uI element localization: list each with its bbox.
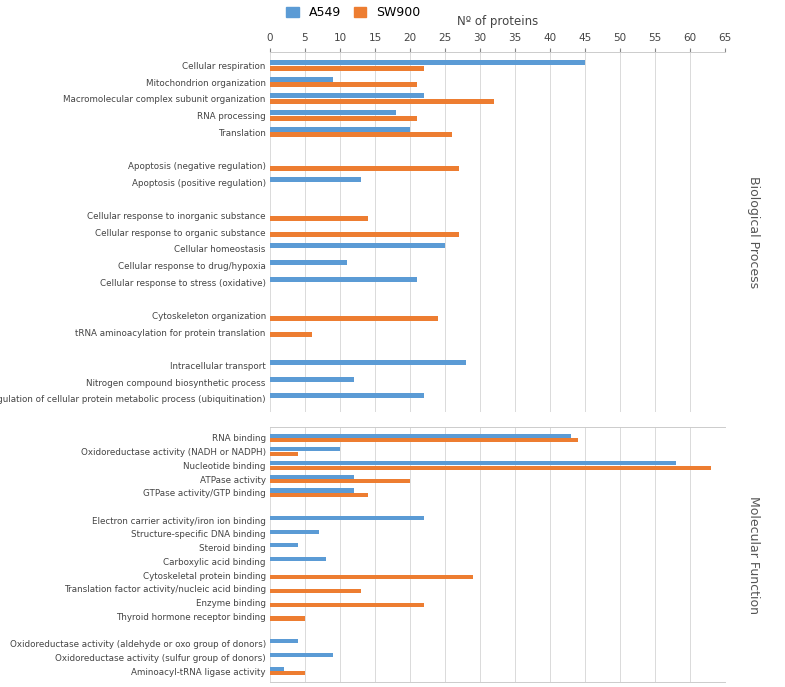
Bar (270, 93, 424, 98)
Text: Biological Process: Biological Process (747, 176, 760, 288)
Bar (270, 480, 410, 484)
Bar (270, 60, 585, 65)
Bar (270, 543, 298, 548)
Bar (270, 639, 298, 643)
Bar (270, 360, 466, 365)
Bar (270, 126, 410, 132)
Bar (270, 376, 354, 382)
Bar (270, 82, 417, 87)
Bar (270, 243, 445, 248)
Bar (270, 133, 452, 137)
Bar (270, 488, 354, 493)
Bar (270, 66, 424, 71)
Bar (270, 110, 396, 115)
Bar (270, 475, 354, 479)
Bar (270, 452, 298, 456)
Legend: A549, SW900: A549, SW900 (287, 6, 420, 19)
Bar (270, 315, 438, 321)
Bar (270, 530, 319, 534)
Bar (270, 666, 284, 671)
Bar (270, 516, 424, 520)
Bar (270, 115, 417, 121)
Bar (270, 232, 459, 237)
Bar (270, 461, 676, 465)
Bar (270, 438, 578, 442)
Bar (270, 653, 333, 657)
Bar (270, 216, 368, 221)
Bar (270, 602, 424, 607)
Bar (270, 575, 473, 579)
Bar (270, 99, 494, 104)
Text: Molecular Function: Molecular Function (747, 495, 760, 613)
Bar (270, 589, 361, 593)
Bar (270, 177, 361, 181)
Bar (270, 433, 571, 438)
Bar (270, 394, 424, 398)
Bar (270, 447, 340, 451)
Bar (270, 277, 417, 282)
Bar (270, 671, 305, 675)
Bar (270, 77, 333, 82)
X-axis label: Nº of proteins: Nº of proteins (457, 14, 539, 27)
Bar (270, 493, 368, 497)
Bar (270, 166, 459, 170)
Bar (270, 333, 312, 337)
Bar (270, 466, 711, 470)
Bar (270, 557, 326, 561)
Bar (270, 260, 347, 265)
Bar (270, 616, 305, 620)
